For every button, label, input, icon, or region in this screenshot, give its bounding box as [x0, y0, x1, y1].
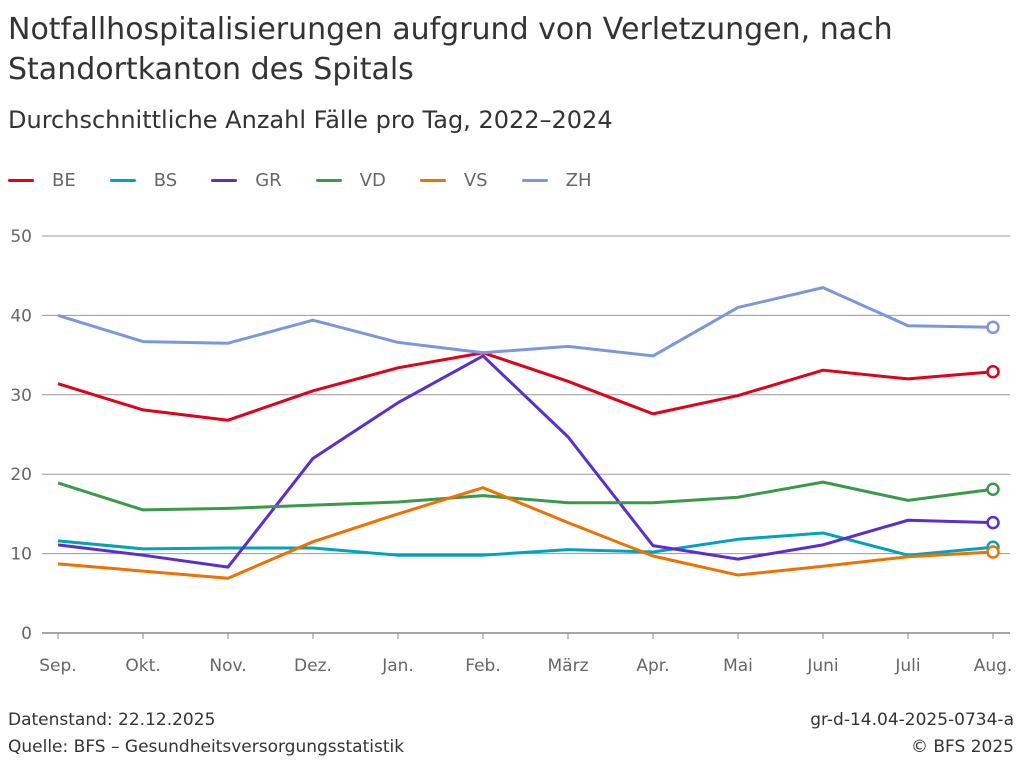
legend-item: VS — [419, 170, 488, 191]
last-point-marker — [986, 545, 1000, 559]
legend-label: VS — [463, 170, 488, 191]
x-tick-label: Juli — [894, 656, 920, 676]
y-tick-label: 50 — [10, 227, 32, 247]
legend-swatch — [521, 179, 548, 182]
last-point-marker — [986, 515, 1000, 530]
last-point-marker — [986, 320, 1000, 335]
x-tick-label: Aug. — [974, 656, 1013, 676]
x-tick-label: Sep. — [39, 656, 76, 676]
chart-subtitle: Durchschnittliche Anzahl Fälle pro Tag, … — [8, 106, 613, 134]
y-tick-label: 40 — [10, 306, 32, 326]
copyright: © BFS 2025 — [910, 737, 1014, 757]
y-tick-label: 10 — [10, 545, 32, 565]
source: Quelle: BFS – Gesundheitsversorgungsstat… — [8, 737, 405, 757]
x-tick-label: Dez. — [294, 656, 332, 676]
legend-label: VD — [359, 170, 386, 191]
legend-item: VD — [315, 170, 386, 191]
legend-item: ZH — [521, 170, 592, 191]
series-line-bs — [57, 531, 994, 557]
series-line-zh — [57, 286, 994, 358]
last-point-marker — [986, 365, 1000, 379]
legend-swatch — [315, 179, 342, 182]
legend-label: ZH — [565, 170, 592, 191]
y-tick-label: 0 — [21, 624, 32, 644]
legend-item: GR — [211, 170, 282, 191]
x-tick-label: Okt. — [125, 656, 160, 676]
series-line-be — [57, 351, 994, 422]
legend: BE BS GR VD VS ZH — [8, 170, 625, 191]
legend-label: BE — [52, 170, 76, 191]
legend-swatch — [419, 179, 446, 182]
legend-label: GR — [255, 170, 282, 191]
legend-swatch — [8, 179, 34, 182]
x-tick-label: Jan. — [381, 656, 414, 676]
series-line-vs — [57, 486, 994, 580]
legend-item: BS — [109, 170, 178, 191]
x-tick-label: Apr. — [636, 656, 669, 676]
y-tick-label: 20 — [10, 465, 32, 485]
legend-swatch — [109, 179, 136, 182]
x-tick-label: Feb. — [465, 656, 501, 676]
legend-label: BS — [153, 170, 178, 191]
x-tick-label: Juni — [806, 656, 838, 676]
series-line-gr — [57, 354, 994, 569]
last-point-marker — [986, 482, 1000, 497]
x-tick-label: Mai — [723, 656, 753, 676]
x-tick-label: Nov. — [209, 656, 246, 676]
legend-item: BE — [8, 170, 76, 191]
datenstand: Datenstand: 22.12.2025 — [8, 710, 216, 730]
x-tick-label: März — [548, 656, 589, 676]
chart-code: gr-d-14.04-2025-0734-a — [810, 710, 1014, 730]
series-line-vd — [57, 480, 994, 512]
y-tick-label: 30 — [10, 386, 32, 406]
legend-swatch — [211, 179, 238, 182]
chart-title: Notfallhospitalisierungen aufgrund von V… — [8, 12, 893, 87]
